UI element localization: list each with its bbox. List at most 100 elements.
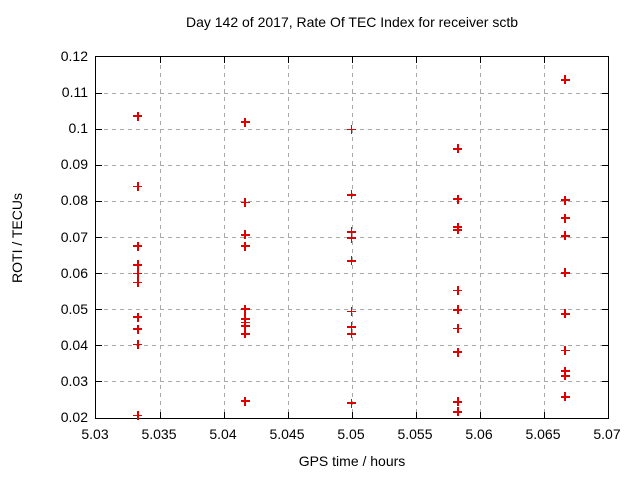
y-tick-right bbox=[602, 345, 608, 347]
x-tick-label: 5.055 bbox=[397, 426, 433, 442]
v-gridline bbox=[159, 57, 161, 418]
data-point-marker bbox=[560, 366, 570, 376]
x-tick-label: 5.07 bbox=[593, 426, 621, 442]
data-point-marker bbox=[347, 124, 356, 134]
data-point-marker bbox=[240, 117, 250, 127]
y-tick-label: 0.06 bbox=[60, 264, 88, 281]
x-tick-label: 5.04 bbox=[209, 426, 237, 442]
x-tick-top bbox=[223, 57, 225, 63]
data-point-marker bbox=[240, 198, 250, 208]
y-tick-label: 0.04 bbox=[60, 336, 88, 353]
y-tick-label: 0.12 bbox=[60, 48, 88, 64]
y-tick-right bbox=[602, 309, 608, 311]
x-axis-title: GPS time / hours bbox=[298, 453, 406, 469]
y-tick-label: 0.1 bbox=[68, 120, 88, 137]
y-tick-label: 0.07 bbox=[60, 228, 88, 245]
data-point-marker bbox=[453, 305, 463, 315]
y-tick-left bbox=[96, 92, 102, 94]
x-tick-label: 5.03 bbox=[81, 426, 109, 442]
y-tick-label: 0.02 bbox=[60, 409, 88, 425]
data-point-marker bbox=[133, 410, 143, 420]
data-point-marker bbox=[347, 329, 356, 339]
y-tick-left bbox=[96, 164, 102, 166]
data-point-marker bbox=[347, 306, 356, 316]
x-tick-top bbox=[159, 57, 161, 63]
data-point-marker bbox=[453, 285, 463, 295]
data-point-marker bbox=[133, 312, 143, 322]
data-point-marker bbox=[240, 329, 250, 339]
data-point-marker bbox=[453, 194, 463, 204]
x-tick-top bbox=[479, 57, 481, 63]
x-tick-label: 5.065 bbox=[525, 426, 561, 442]
data-point-marker bbox=[133, 324, 143, 334]
data-point-marker bbox=[240, 230, 250, 240]
x-tick-bottom bbox=[223, 412, 225, 418]
x-tick-label: 5.035 bbox=[141, 426, 177, 442]
y-tick-right bbox=[602, 128, 608, 130]
y-tick-label: 0.11 bbox=[61, 84, 88, 101]
data-point-marker bbox=[347, 227, 356, 237]
data-point-marker bbox=[240, 396, 250, 406]
data-point-marker bbox=[347, 398, 356, 408]
data-point-marker bbox=[240, 321, 250, 331]
y-tick-right bbox=[602, 237, 608, 238]
y-tick-label: 0.08 bbox=[60, 192, 88, 209]
x-tick-bottom bbox=[287, 412, 289, 418]
data-point-marker bbox=[347, 256, 356, 266]
data-point-marker bbox=[560, 268, 570, 278]
y-tick-right bbox=[602, 92, 608, 94]
x-tick-label: 5.05 bbox=[337, 426, 365, 442]
y-tick-right bbox=[602, 200, 608, 202]
v-gridline bbox=[415, 57, 417, 418]
data-point-marker bbox=[560, 309, 570, 319]
data-point-marker bbox=[133, 111, 143, 121]
y-tick-left bbox=[96, 128, 102, 130]
data-point-marker bbox=[560, 231, 570, 241]
data-point-marker bbox=[133, 277, 143, 287]
v-gridline bbox=[223, 57, 225, 418]
x-tick-label: 5.06 bbox=[465, 426, 493, 442]
y-tick-label: 0.09 bbox=[60, 156, 88, 173]
data-point-marker bbox=[240, 241, 250, 251]
x-tick-bottom bbox=[543, 412, 545, 418]
y-tick-left bbox=[96, 200, 102, 202]
data-point-marker bbox=[347, 233, 356, 243]
data-point-marker bbox=[560, 213, 570, 223]
x-tick-bottom bbox=[479, 412, 481, 418]
data-point-marker bbox=[347, 190, 356, 200]
x-tick-top bbox=[351, 57, 353, 63]
y-tick-left bbox=[96, 273, 102, 275]
data-point-marker bbox=[240, 304, 250, 314]
data-point-marker bbox=[453, 324, 463, 334]
chart-title: Day 142 of 2017, Rate Of TEC Index for r… bbox=[185, 14, 518, 30]
data-point-marker bbox=[560, 392, 570, 402]
v-gridline bbox=[543, 57, 545, 418]
x-tick-top bbox=[415, 57, 417, 63]
x-tick-bottom bbox=[159, 412, 161, 418]
data-point-marker bbox=[453, 225, 463, 235]
data-point-marker bbox=[560, 371, 570, 381]
data-point-marker bbox=[133, 241, 143, 251]
plot-area bbox=[95, 56, 609, 420]
data-point-marker bbox=[347, 322, 356, 332]
data-point-marker bbox=[133, 260, 143, 270]
data-point-marker bbox=[453, 144, 463, 154]
data-point-marker bbox=[560, 195, 570, 205]
v-gridline bbox=[479, 57, 481, 418]
y-tick-right bbox=[602, 164, 608, 166]
y-tick-right bbox=[602, 381, 608, 383]
y-tick-label: 0.03 bbox=[60, 372, 88, 389]
data-point-marker bbox=[133, 268, 143, 278]
data-point-marker bbox=[560, 345, 570, 355]
y-tick-right bbox=[602, 273, 608, 275]
y-tick-left bbox=[96, 381, 102, 383]
data-point-marker bbox=[560, 75, 570, 85]
y-tick-left bbox=[96, 309, 102, 311]
y-tick-left bbox=[96, 237, 102, 238]
data-point-marker bbox=[133, 181, 143, 191]
y-tick-left bbox=[96, 345, 102, 347]
v-gridline bbox=[287, 57, 289, 418]
data-point-marker bbox=[133, 340, 143, 350]
data-point-marker bbox=[453, 407, 463, 417]
